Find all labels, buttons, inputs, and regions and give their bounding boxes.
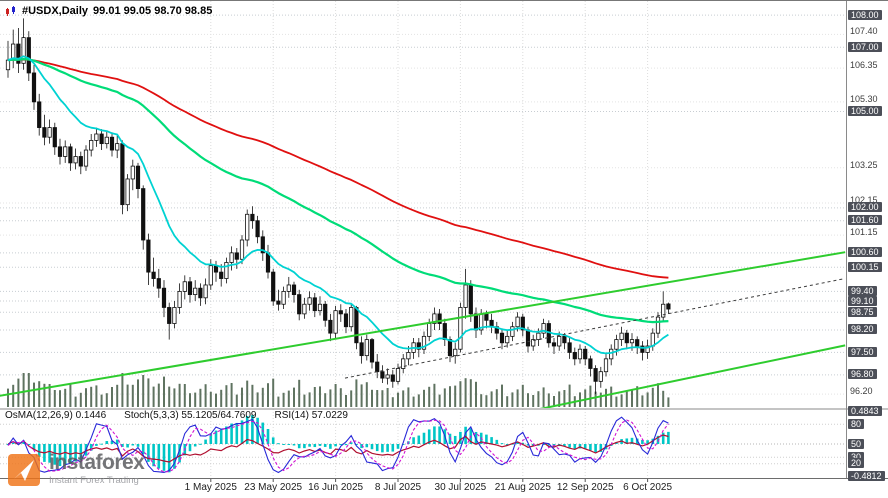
indicator-axis-label: 50 [848, 438, 865, 449]
time-axis-label: 12 Sep 2025 [556, 482, 614, 493]
time-axis-label: 6 Oct 2025 [623, 482, 673, 493]
rsi-label: RSI(14) 57.0229 [274, 410, 348, 421]
indicator-axis-label: 0.4843 [848, 405, 882, 416]
price-axis-label: 103.25 [850, 159, 878, 170]
indicator-legend: OsMA(12,26,9) 0.1446 Stoch(5,3,3) 55.120… [5, 410, 348, 421]
price-axis-label: 96.80 [848, 369, 877, 380]
price-axis-label: 98.20 [848, 324, 877, 335]
price-axis-label: 101.15 [850, 227, 878, 238]
current-price-tag: 98.75 [848, 306, 877, 317]
brand-tagline: Instant Forex Trading [49, 475, 139, 486]
price-axis-label: 100.60 [848, 247, 882, 258]
price-axis-label: 97.50 [848, 346, 877, 357]
quote-ohlc: 99.01 99.05 98.70 98.85 [93, 5, 213, 17]
brand-text-block: instaforex Instant Forex Trading [49, 451, 145, 486]
price-axis-label: 99.10 [848, 295, 877, 306]
price-axis-label: 106.35 [850, 60, 878, 71]
time-axis-label: 16 Jun 2025 [308, 482, 364, 493]
chart-icon [6, 6, 15, 16]
price-scale[interactable]: 108.00 107.40 107.00 106.35 105.30 105.00 103.… [847, 1, 888, 482]
price-axis-label: 108.00 [848, 9, 882, 20]
indicator-axis-label: 80 [848, 418, 865, 429]
price-axis-label: 102.15 [850, 195, 878, 206]
price-axis-label: 99.40 [848, 285, 877, 296]
osma-label: OsMA(12,26,9) 0.1446 [5, 410, 107, 421]
price-axis-label: 100.15 [848, 261, 882, 272]
brand-name: instaforex [49, 451, 145, 474]
time-scale[interactable]: 1 May 2025 23 May 2025 16 Jun 2025 8 Jul 20… [0, 479, 846, 498]
stochastic-label: Stoch(5,3,3) 55.1205/64.7609 [124, 410, 257, 421]
price-axis-label: 105.00 [848, 106, 882, 116]
price-axis-label: 96.20 [850, 386, 873, 397]
price-axis-label: 101.60 [848, 215, 882, 226]
time-axis-label: 8 Jul 2025 [374, 482, 422, 493]
indicator-axis-label: 20 [848, 458, 865, 469]
time-axis-label: 23 May 2025 [244, 482, 303, 493]
indicator-axis-label: 30 [848, 451, 865, 462]
brand-watermark: instaforex Instant Forex Trading [8, 451, 145, 486]
indicator-axis-label: -0.4812 [848, 471, 885, 482]
time-axis-label: 1 May 2025 [184, 482, 237, 493]
symbol-title: #USDX,Daily [22, 5, 89, 17]
instaforex-logo-icon [8, 453, 40, 486]
price-axis-label: 107.40 [850, 26, 878, 37]
time-axis-label: 30 Jul 2025 [434, 482, 487, 493]
time-axis-label: 21 Aug 2025 [494, 482, 551, 493]
chart-header: #USDX,Daily 99.01 99.05 98.70 98.85 [5, 5, 212, 17]
price-axis-label: 102.00 [848, 202, 882, 213]
price-axis-label: 105.30 [850, 93, 878, 104]
price-axis-label: 107.00 [848, 41, 882, 52]
